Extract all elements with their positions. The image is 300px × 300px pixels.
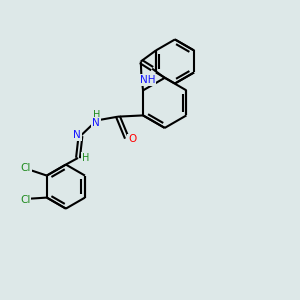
Text: H: H xyxy=(82,153,89,163)
Text: H: H xyxy=(93,110,100,120)
Text: NH: NH xyxy=(140,75,156,85)
Text: N: N xyxy=(73,130,81,140)
Text: Cl: Cl xyxy=(21,163,31,173)
Text: O: O xyxy=(128,134,136,144)
Text: Cl: Cl xyxy=(20,195,30,205)
Text: N: N xyxy=(92,118,100,128)
